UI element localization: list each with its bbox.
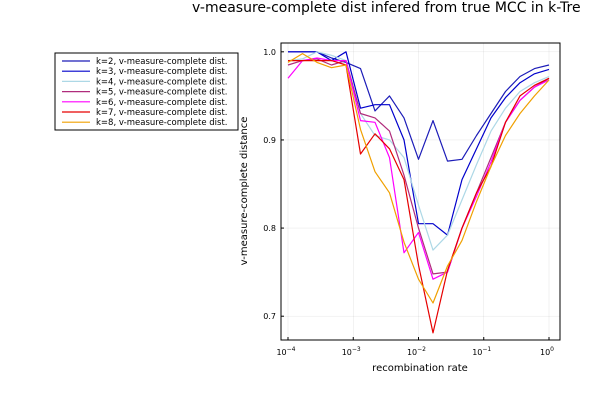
x-axis-ticks: 10−4 10−3 10−2 10−1 100	[276, 337, 554, 357]
x-tick-exponent: −2	[417, 346, 426, 353]
y-tick-label: 0.8	[263, 224, 276, 233]
series-line-8	[287, 52, 550, 304]
y-axis-ticks: 0.7 0.8 0.9 1.0	[263, 48, 284, 321]
legend-label: k=4, v-measure-complete dist.	[96, 77, 228, 87]
x-tick-label: 10−4	[276, 346, 295, 357]
series-lines	[287, 51, 550, 334]
series-line-2	[288, 51, 550, 162]
legend: k=2, v-measure-complete dist.k=3, v-meas…	[54, 52, 239, 131]
plot-frame	[280, 42, 561, 341]
x-tick-label: 10−2	[407, 346, 426, 357]
legend-label: k=8, v-measure-complete dist.	[96, 118, 228, 128]
grid	[281, 43, 560, 340]
x-tick-exponent: 0	[550, 346, 554, 353]
legend-label: k=6, v-measure-complete dist.	[96, 98, 228, 108]
x-tick-label: 10−1	[472, 346, 491, 357]
legend-label: k=7, v-measure-complete dist.	[96, 108, 228, 118]
x-tick-exponent: −1	[482, 346, 491, 353]
series-line-4	[287, 51, 550, 251]
legend-label: k=5, v-measure-complete dist.	[96, 88, 228, 98]
legend-label: k=2, v-measure-complete dist.	[96, 57, 228, 67]
x-tick-exponent: −4	[287, 346, 296, 353]
x-axis-label: recombination rate	[372, 363, 468, 374]
x-tick-label: 10−3	[342, 346, 361, 357]
x-tick-exponent: −3	[352, 346, 361, 353]
y-axis-label: v-measure-complete distance	[239, 117, 250, 266]
y-tick-label: 1.0	[263, 48, 276, 57]
series-line-7	[288, 59, 550, 334]
legend-label: k=3, v-measure-complete dist.	[96, 67, 228, 77]
y-tick-label: 0.7	[263, 312, 276, 321]
y-tick-label: 0.9	[263, 136, 276, 145]
x-tick-label: 100	[540, 346, 554, 357]
chart-title: v-measure-complete dist infered from tru…	[192, 0, 581, 16]
